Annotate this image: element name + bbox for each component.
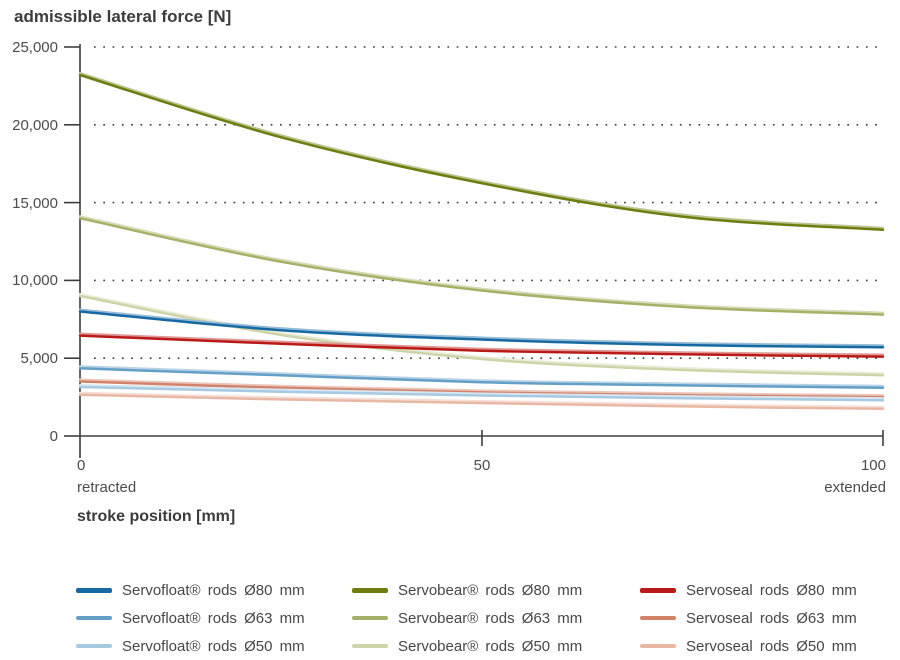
series-line-halo: [78, 308, 885, 347]
legend-item-servobear-50: Servobear® rods Ø50 mm: [352, 632, 582, 660]
chart-title: admissible lateral force [N]: [14, 7, 231, 26]
legend-label: Servobear® rods Ø80 mm: [398, 581, 583, 599]
series-line-halo: [78, 292, 885, 375]
legend-label: Servofloat® rods Ø50 mm: [122, 637, 305, 655]
y-tick-25000: 25,000: [12, 39, 58, 56]
legend-label: Servoseal rods Ø50 mm: [686, 637, 857, 655]
legend-item-servofloat-50: Servofloat® rods Ø50 mm: [76, 632, 305, 660]
legend-label: Servobear® rods Ø50 mm: [398, 637, 583, 655]
x-sublabel-extended: extended: [824, 479, 886, 496]
gridlines: [94, 46, 880, 360]
series-line: [78, 367, 885, 390]
series-line-halo: [78, 215, 885, 314]
legend-label: Servoseal rods Ø63 mm: [686, 609, 857, 627]
legend-item-servofloat-63: Servofloat® rods Ø63 mm: [76, 604, 305, 632]
legend-label: Servoseal rods Ø80 mm: [686, 581, 857, 599]
series-line-halo: [78, 365, 885, 387]
y-tick-20000: 20,000: [12, 117, 58, 134]
x-tick-50: 50: [474, 457, 491, 474]
legend-swatch-servobear-50: [352, 644, 388, 648]
legend-label: Servofloat® rods Ø63 mm: [122, 609, 305, 627]
legend-item-servofloat-80: Servofloat® rods Ø80 mm: [76, 576, 305, 604]
legend-label: Servofloat® rods Ø80 mm: [122, 581, 305, 599]
y-tick-15000: 15,000: [12, 195, 58, 212]
series-line-halo: [78, 391, 885, 408]
legend-item-servobear-63: Servobear® rods Ø63 mm: [352, 604, 582, 632]
y-tick-10000: 10,000: [12, 272, 58, 289]
chart-legend: Servofloat® rods Ø80 mm Servofloat® rods…: [0, 576, 900, 660]
x-tick-labels: 0 50 100 retracted extended stroke posit…: [77, 457, 886, 525]
legend-label: Servobear® rods Ø63 mm: [398, 609, 583, 627]
legend-swatch-servoseal-63: [640, 616, 676, 620]
x-axis-title: stroke position [mm]: [77, 508, 235, 525]
series-line-halo: [78, 383, 885, 400]
series-line-halo: [78, 332, 885, 356]
y-tick-labels: 25,000 20,000 15,000 10,000 5,000 0: [12, 39, 58, 445]
legend-column-servofloat: Servofloat® rods Ø80 mm Servofloat® rods…: [76, 576, 305, 660]
legend-swatch-servofloat-63: [76, 616, 112, 620]
legend-swatch-servoseal-80: [640, 587, 676, 593]
legend-swatch-servobear-80: [352, 587, 388, 593]
legend-item-servobear-80: Servobear® rods Ø80 mm: [352, 576, 582, 604]
series-line: [78, 334, 885, 358]
x-sublabel-retracted: retracted: [77, 479, 136, 496]
y-tick-5000: 5,000: [20, 350, 58, 367]
series-line: [78, 393, 885, 411]
axes-lines: [64, 44, 884, 458]
x-tick-0: 0: [77, 457, 85, 474]
series-line: [78, 73, 885, 232]
legend-item-servoseal-50: Servoseal rods Ø50 mm: [640, 632, 857, 660]
y-tick-0: 0: [50, 428, 58, 445]
series-lines: [78, 71, 885, 411]
series-line-halo: [78, 378, 885, 397]
legend-item-servoseal-80: Servoseal rods Ø80 mm: [640, 576, 857, 604]
legend-swatch-servoseal-50: [640, 644, 676, 648]
x-tick-100: 100: [861, 457, 886, 474]
chart-canvas: admissible lateral force [N]: [12, 7, 886, 525]
legend-item-servoseal-63: Servoseal rods Ø63 mm: [640, 604, 857, 632]
legend-swatch-servofloat-50: [76, 644, 112, 648]
series-line-halo: [78, 71, 885, 229]
series-line: [78, 216, 885, 316]
legend-swatch-servobear-63: [352, 616, 388, 620]
legend-swatch-servofloat-80: [76, 587, 112, 593]
series-line: [78, 310, 885, 349]
series-line: [78, 385, 885, 402]
legend-column-servobear: Servobear® rods Ø80 mm Servobear® rods Ø…: [352, 576, 582, 660]
legend-column-servoseal: Servoseal rods Ø80 mm Servoseal rods Ø63…: [640, 576, 857, 660]
